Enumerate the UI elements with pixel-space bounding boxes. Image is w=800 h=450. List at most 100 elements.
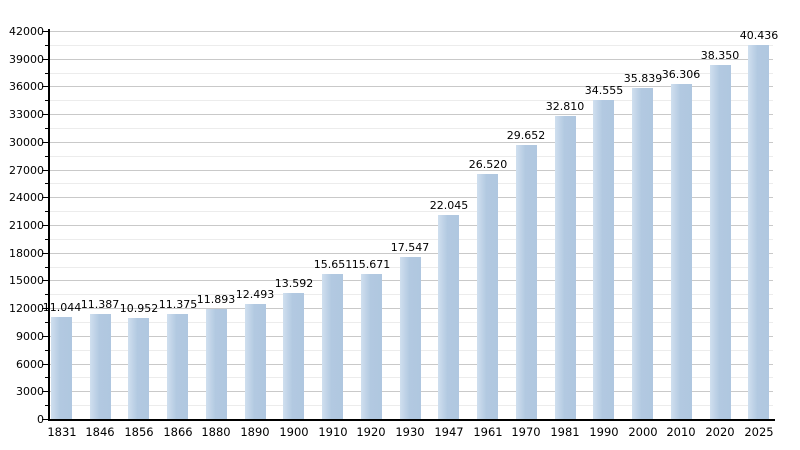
bar [322, 274, 343, 419]
y-major-tick [42, 419, 50, 420]
y-tick-label: 15000 [9, 274, 44, 287]
bar [361, 274, 382, 419]
y-minor-tick [45, 322, 50, 323]
y-tick-label: 6000 [16, 358, 44, 371]
y-major-gridline [50, 114, 773, 115]
y-minor-gridline [50, 45, 773, 46]
y-minor-tick [45, 45, 50, 46]
y-minor-tick [45, 294, 50, 295]
y-major-tick [42, 86, 50, 87]
bar [206, 309, 227, 419]
y-minor-tick [45, 377, 50, 378]
bar-value-label: 35.839 [623, 72, 663, 85]
x-tick-label: 1910 [318, 425, 348, 439]
x-tick-label: 1981 [550, 425, 580, 439]
y-major-tick [42, 280, 50, 281]
y-tick-label: 27000 [9, 164, 44, 177]
x-tick-label: 1880 [201, 425, 231, 439]
bar [245, 304, 266, 419]
y-major-tick [42, 253, 50, 254]
x-tick-label: 1846 [85, 425, 115, 439]
bar-value-label: 34.555 [584, 84, 624, 97]
y-tick-label: 9000 [16, 330, 44, 343]
y-major-tick [42, 170, 50, 171]
bar [710, 65, 731, 419]
bar-value-label: 40.436 [739, 29, 779, 42]
y-minor-gridline [50, 73, 773, 74]
x-tick-label: 2000 [628, 425, 658, 439]
bar-value-label: 15.651 [313, 258, 353, 271]
y-tick-label: 36000 [9, 80, 44, 93]
y-minor-tick [45, 156, 50, 157]
bar [128, 318, 149, 419]
y-axis-line [48, 29, 50, 421]
y-major-gridline [50, 86, 773, 87]
bar [283, 293, 304, 419]
y-major-tick [42, 197, 50, 198]
bar [438, 215, 459, 419]
bar-value-label: 22.045 [429, 199, 469, 212]
bar [593, 100, 614, 419]
y-major-gridline [50, 59, 773, 60]
y-major-tick [42, 364, 50, 365]
y-major-tick [42, 225, 50, 226]
bar-value-label: 12.493 [235, 288, 275, 301]
y-major-gridline [50, 142, 773, 143]
y-minor-tick [45, 128, 50, 129]
y-minor-gridline [50, 239, 773, 240]
bar-value-label: 11.387 [80, 298, 120, 311]
y-minor-gridline [50, 128, 773, 129]
x-tick-label: 2020 [705, 425, 735, 439]
x-tick-label: 1930 [395, 425, 425, 439]
y-major-tick [42, 142, 50, 143]
x-tick-label: 2010 [666, 425, 696, 439]
y-minor-gridline [50, 100, 773, 101]
y-minor-tick [45, 405, 50, 406]
y-major-tick [42, 31, 50, 32]
bar [632, 88, 653, 419]
y-tick-label: 39000 [9, 53, 44, 66]
x-tick-label: 1947 [434, 425, 464, 439]
y-major-tick [42, 308, 50, 309]
y-major-gridline [50, 31, 773, 32]
bar-value-label: 36.306 [661, 68, 701, 81]
y-major-gridline [50, 197, 773, 198]
x-tick-label: 1961 [473, 425, 503, 439]
x-tick-label: 1990 [589, 425, 619, 439]
bar-value-label: 11.375 [158, 298, 198, 311]
y-minor-tick [45, 183, 50, 184]
bar-value-label: 11.044 [42, 301, 82, 314]
bar [90, 314, 111, 419]
y-tick-label: 42000 [9, 25, 44, 38]
bar [477, 174, 498, 419]
y-minor-gridline [50, 156, 773, 157]
bar-value-label: 29.652 [506, 129, 546, 142]
bar [51, 317, 72, 419]
x-tick-label: 2025 [744, 425, 774, 439]
y-minor-tick [45, 239, 50, 240]
bar-value-label: 10.952 [119, 302, 159, 315]
x-tick-label: 1856 [124, 425, 154, 439]
bar [748, 45, 769, 419]
y-tick-label: 33000 [9, 108, 44, 121]
bar [671, 84, 692, 419]
y-minor-tick [45, 100, 50, 101]
x-tick-label: 1920 [356, 425, 386, 439]
y-minor-tick [45, 350, 50, 351]
y-major-gridline [50, 225, 773, 226]
y-tick-label: 12000 [9, 302, 44, 315]
y-minor-tick [45, 73, 50, 74]
bar [400, 257, 421, 419]
y-tick-label: 3000 [16, 385, 44, 398]
bar [555, 116, 576, 419]
bar-value-label: 13.592 [274, 277, 314, 290]
y-major-gridline [50, 170, 773, 171]
bar-value-label: 15.671 [351, 258, 391, 271]
y-minor-gridline [50, 183, 773, 184]
bar [167, 314, 188, 419]
bar-value-label: 38.350 [700, 49, 740, 62]
x-tick-label: 1900 [279, 425, 309, 439]
bar-value-label: 32.810 [545, 100, 585, 113]
y-tick-label: 21000 [9, 219, 44, 232]
y-tick-label: 0 [37, 413, 44, 426]
